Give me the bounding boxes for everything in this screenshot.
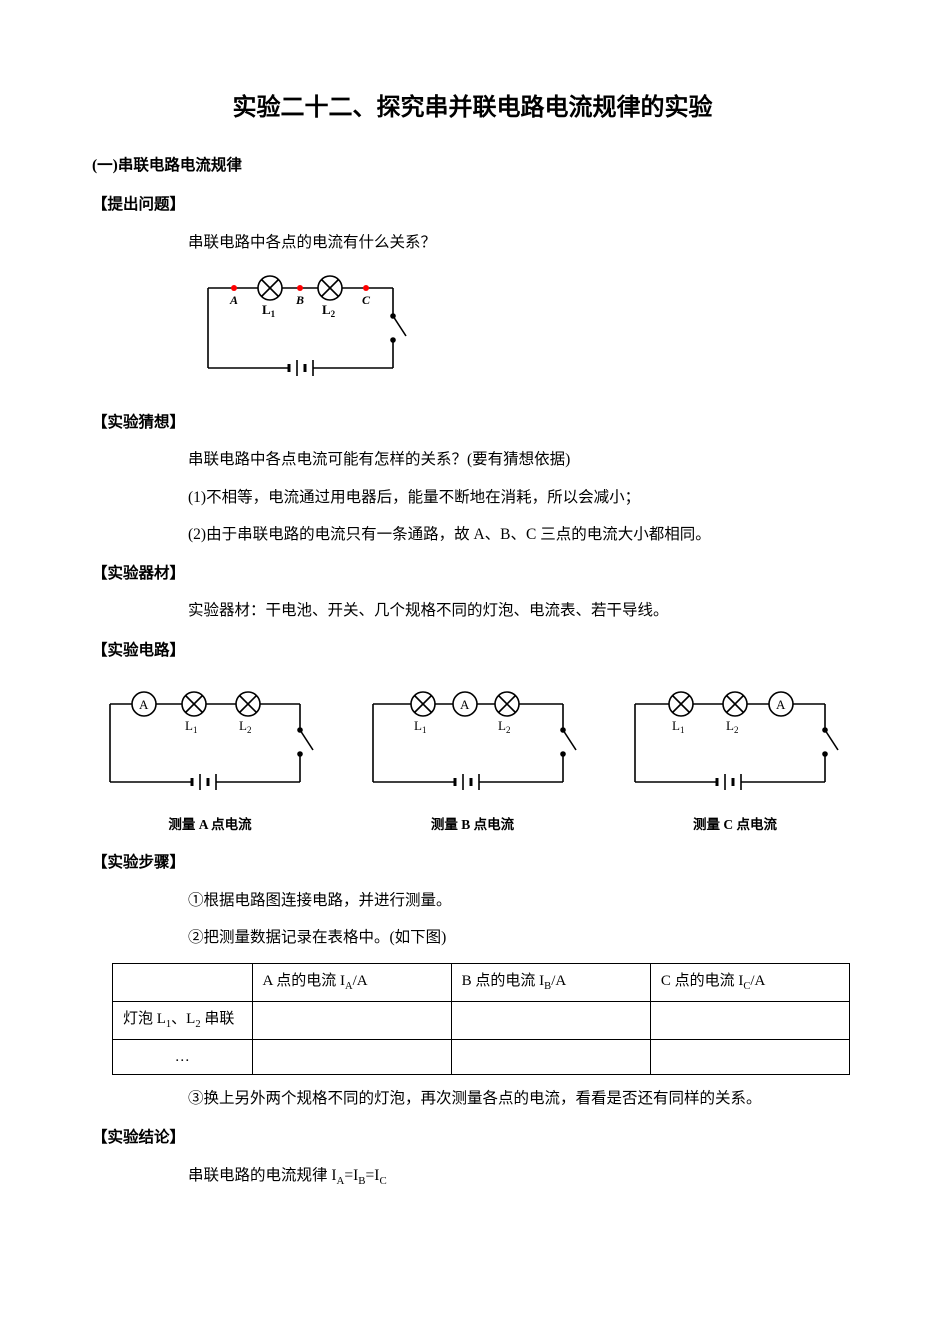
cell-empty [650,1001,849,1039]
table-header-a: A 点的电流 IA/A [252,964,451,1002]
svg-text:L2: L2 [239,718,251,735]
conc-eq2: =I [366,1167,380,1184]
caption-a: 测量 A 点电流 [92,815,328,835]
r1-mid: 、L [171,1011,195,1027]
page-title: 实验二十二、探究串并联电路电流规律的实验 [92,90,853,126]
table-header-row: A 点的电流 IA/A B 点的电流 IB/A C 点的电流 IC/A [113,964,850,1002]
step-3: ③换上另外两个规格不同的灯泡，再次测量各点的电流，看看是否还有同样的关系。 [188,1087,853,1110]
th-c-unit: /A [750,973,765,989]
svg-text:L1: L1 [262,302,276,319]
caption-c-text: 测量 C 点电流 [693,817,777,832]
r1-end: 串联 [201,1011,235,1027]
table-header-b: B 点的电流 IB/A [451,964,650,1002]
equipment-heading: 【实验器材】 [92,562,853,585]
svg-text:B: B [295,293,304,307]
svg-text:L1: L1 [414,718,426,735]
hypothesis-intro: 串联电路中各点电流可能有怎样的关系？(要有猜想依据) [188,448,853,471]
cell-empty [451,1001,650,1039]
th-a-unit: /A [353,973,368,989]
hypothesis-heading: 【实验猜想】 [92,411,853,434]
cell-empty [252,1001,451,1039]
circuit-b: A L1 L2 测量 B 点电流 [355,682,591,836]
svg-text:A: A [139,697,149,712]
question-text: 串联电路中各点的电流有什么关系？ [188,231,853,254]
step-2: ②把测量数据记录在表格中。(如下图) [188,926,853,949]
conclusion-heading: 【实验结论】 [92,1126,853,1149]
conclusion-text: 串联电路的电流规律 IA=IB=IC [188,1164,853,1189]
conc-b: B [358,1175,365,1187]
caption-c: 测量 C 点电流 [617,815,853,835]
svg-text:L2: L2 [498,718,510,735]
r1-a: 灯泡 L [123,1011,166,1027]
svg-text:L2: L2 [726,718,738,735]
caption-a-text: 测量 A 点电流 [168,817,251,832]
svg-text:A: A [460,697,470,712]
svg-text:A: A [776,697,786,712]
row2-label: … [113,1039,253,1075]
hypothesis-2: (2)由于串联电路的电流只有一条通路，故 A、B、C 三点的电流大小都相同。 [188,523,853,546]
cell-empty [252,1039,451,1075]
data-table: A 点的电流 IA/A B 点的电流 IB/A C 点的电流 IC/A 灯泡 L… [112,963,850,1075]
th-a-sub: A [345,981,353,992]
th-a-text: A 点的电流 I [263,973,346,989]
conc-eq1: =I [344,1167,358,1184]
svg-text:A: A [229,293,238,307]
table-header-blank [113,964,253,1002]
th-c-text: C 点的电流 I [661,973,744,989]
cell-empty [650,1039,849,1075]
table-row: 灯泡 L1、L2 串联 [113,1001,850,1039]
table-header-c: C 点的电流 IC/A [650,964,849,1002]
question-heading: 【提出问题】 [92,193,853,216]
step-1: ①根据电路图连接电路，并进行测量。 [188,889,853,912]
triple-circuit-diagrams: A L1 L2 测量 A 点电流 [92,682,853,836]
series-circuit-diagram: A B C L1 L2 [188,268,853,395]
th-b-unit: /A [551,973,566,989]
conc-t: 串联电路的电流规律 I [188,1167,337,1184]
circuit-a: A L1 L2 测量 A 点电流 [92,682,328,836]
caption-b: 测量 B 点电流 [355,815,591,835]
svg-text:L2: L2 [322,302,336,319]
equipment-text: 实验器材：干电池、开关、几个规格不同的灯泡、电流表、若干导线。 [188,599,853,622]
circuit-c: A L1 L2 测量 C 点电流 [617,682,853,836]
th-b-text: B 点的电流 I [462,973,545,989]
svg-text:C: C [362,293,371,307]
cell-empty [451,1039,650,1075]
section-1-heading: (一)串联电路电流规律 [92,154,853,177]
conc-c: C [379,1175,386,1187]
circuit-diagrams-heading: 【实验电路】 [92,639,853,662]
caption-b-text: 测量 B 点电流 [431,817,514,832]
row1-label: 灯泡 L1、L2 串联 [113,1001,253,1039]
table-row: … [113,1039,850,1075]
svg-text:L1: L1 [672,718,684,735]
svg-text:L1: L1 [185,718,197,735]
hypothesis-1: (1)不相等，电流通过用电器后，能量不断地在消耗，所以会减小； [188,486,853,509]
steps-heading: 【实验步骤】 [92,851,853,874]
